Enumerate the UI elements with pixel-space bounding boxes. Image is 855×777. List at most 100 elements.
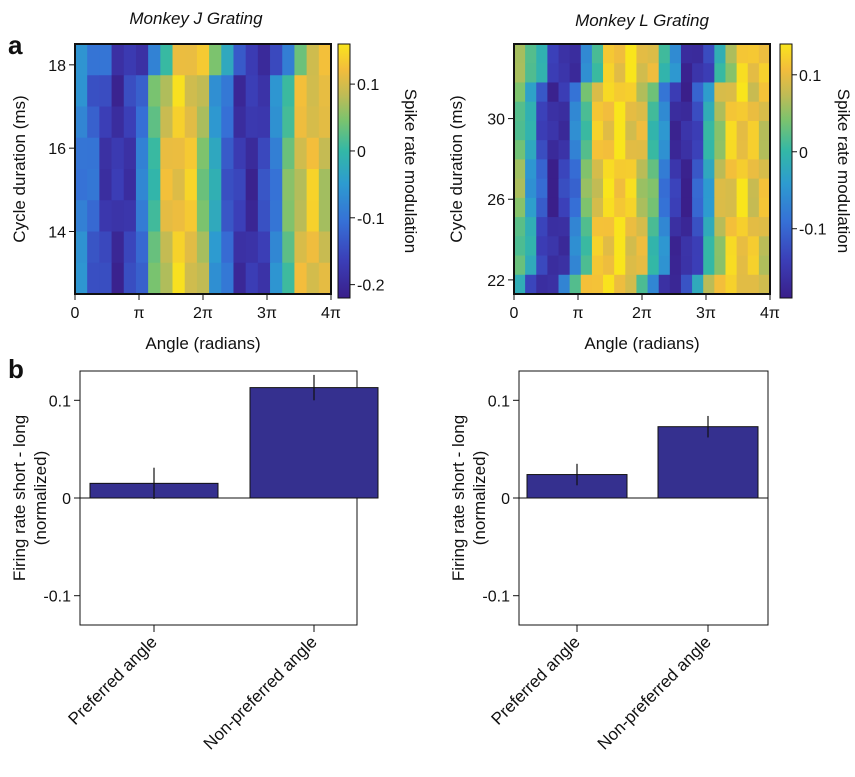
heatmap-cell bbox=[714, 140, 726, 160]
heatmap-cell bbox=[758, 236, 771, 256]
heatmap-cell bbox=[692, 274, 704, 295]
heatmap-cell bbox=[75, 44, 88, 76]
heatmap-cell bbox=[514, 44, 526, 64]
heatmap-cell bbox=[636, 217, 648, 237]
bar bbox=[249, 387, 379, 499]
heatmap-cell bbox=[625, 159, 637, 180]
heatmap-cell bbox=[282, 169, 295, 201]
heatmap-cell bbox=[569, 159, 582, 180]
heatmap-cell bbox=[714, 178, 726, 199]
heatmap-cell bbox=[87, 44, 100, 76]
heatmap-cell bbox=[536, 236, 548, 256]
heatmap-cell bbox=[184, 44, 198, 76]
heatmap-cell bbox=[87, 169, 100, 201]
heatmap-cell bbox=[306, 137, 320, 170]
heatmap-cell bbox=[318, 75, 332, 107]
x-tick-label: 2π bbox=[193, 305, 213, 322]
heatmap-cell bbox=[614, 217, 626, 237]
heatmap-cell bbox=[569, 63, 582, 83]
heatmap-cell bbox=[669, 255, 682, 276]
heatmap-cell bbox=[294, 106, 308, 139]
heatmap-cell bbox=[625, 82, 637, 103]
heatmap-cell bbox=[525, 178, 537, 199]
heatmap-cell bbox=[209, 169, 222, 201]
heatmap-cell bbox=[603, 44, 615, 64]
heatmap-cell bbox=[758, 197, 771, 218]
heatmap-cell bbox=[580, 236, 593, 256]
heatmap-cell bbox=[680, 101, 693, 122]
heatmap-cell bbox=[514, 197, 526, 218]
heatmap-cell bbox=[209, 137, 222, 170]
heatmap-cell bbox=[603, 101, 615, 122]
heatmap-cell bbox=[692, 101, 704, 122]
heatmap-cell bbox=[536, 178, 548, 199]
heatmap-cell bbox=[160, 75, 173, 107]
bar-chart-j: 0.1 0 -0.1 Preferred angle Non-preferred an… bbox=[10, 370, 379, 753]
heatmap-cell bbox=[148, 75, 161, 107]
heatmap-cell bbox=[636, 140, 648, 160]
heatmap-cell bbox=[636, 63, 648, 83]
heatmap-cell bbox=[680, 236, 693, 256]
heatmap-cell bbox=[580, 101, 593, 122]
heatmap-cell bbox=[725, 274, 738, 295]
heatmap-cell bbox=[736, 274, 749, 295]
heatmap-cell bbox=[306, 106, 320, 139]
heatmap-cell bbox=[636, 120, 648, 141]
heatmap-cell bbox=[614, 44, 626, 64]
heatmap-cell bbox=[536, 101, 548, 122]
heatmap-cell bbox=[221, 106, 234, 139]
heatmap-cell bbox=[625, 44, 637, 64]
heatmap-cell bbox=[580, 197, 593, 218]
heatmap-cell bbox=[233, 200, 247, 232]
x-tick-label: 3π bbox=[257, 305, 277, 322]
heatmap-cell bbox=[318, 106, 332, 139]
bar-chart-l: 0.1 0 -0.1 Preferred angle Non-preferred an… bbox=[449, 370, 769, 753]
heatmap-cell bbox=[148, 137, 161, 170]
heatmap-cell bbox=[580, 255, 593, 276]
heatmap-l-x-ticks: 0 π 2π 3π 4π bbox=[510, 294, 780, 322]
heatmap-cell bbox=[257, 231, 271, 264]
heatmap-l-colorbar bbox=[779, 43, 793, 299]
heatmap-cell bbox=[148, 44, 161, 76]
heatmap-cell bbox=[658, 120, 671, 141]
heatmap-cell bbox=[536, 63, 548, 83]
heatmap-cell bbox=[558, 197, 571, 218]
heatmap-cell bbox=[747, 44, 760, 64]
heatmap-cell bbox=[148, 169, 161, 201]
heatmap-l: Monkey L Grating 0 π 2π 3π 4π 22 26 30 Angle (… bbox=[447, 11, 853, 353]
heatmap-cell bbox=[758, 120, 771, 141]
heatmap-cell bbox=[569, 236, 582, 256]
heatmap-cell bbox=[514, 178, 526, 199]
heatmap-cell bbox=[569, 197, 582, 218]
heatmap-cell bbox=[569, 101, 582, 122]
heatmap-cell bbox=[536, 197, 548, 218]
bar-chart-j-bars bbox=[89, 374, 379, 499]
heatmap-cell bbox=[148, 200, 161, 232]
heatmap-cell bbox=[514, 120, 526, 141]
heatmap-cell bbox=[614, 120, 626, 141]
heatmap-j-colorbar-ticks: 0.1 0 -0.1 -0.2 bbox=[350, 77, 385, 295]
heatmap-cell bbox=[647, 101, 660, 122]
heatmap-cell bbox=[758, 178, 771, 199]
heatmap-cell bbox=[294, 169, 308, 201]
heatmap-cell bbox=[233, 231, 247, 264]
heatmap-cell bbox=[99, 137, 112, 170]
heatmap-cell bbox=[547, 82, 559, 103]
heatmap-cell bbox=[625, 217, 637, 237]
heatmap-cell bbox=[148, 262, 161, 295]
heatmap-cell bbox=[172, 200, 186, 232]
heatmap-j-colorbar bbox=[337, 43, 351, 299]
heatmap-cell bbox=[747, 197, 760, 218]
heatmap-cell bbox=[221, 200, 234, 232]
heatmap-cell bbox=[591, 159, 604, 180]
heatmap-cell bbox=[747, 255, 760, 276]
heatmap-cell bbox=[747, 217, 760, 237]
heatmap-cell bbox=[184, 137, 198, 170]
heatmap-cell bbox=[558, 140, 571, 160]
heatmap-cell bbox=[692, 82, 704, 103]
heatmap-cell bbox=[680, 159, 693, 180]
y-tick-label: 26 bbox=[487, 192, 505, 209]
heatmap-cell bbox=[569, 274, 582, 295]
heatmap-cell bbox=[111, 106, 125, 139]
heatmap-cell bbox=[703, 178, 715, 199]
